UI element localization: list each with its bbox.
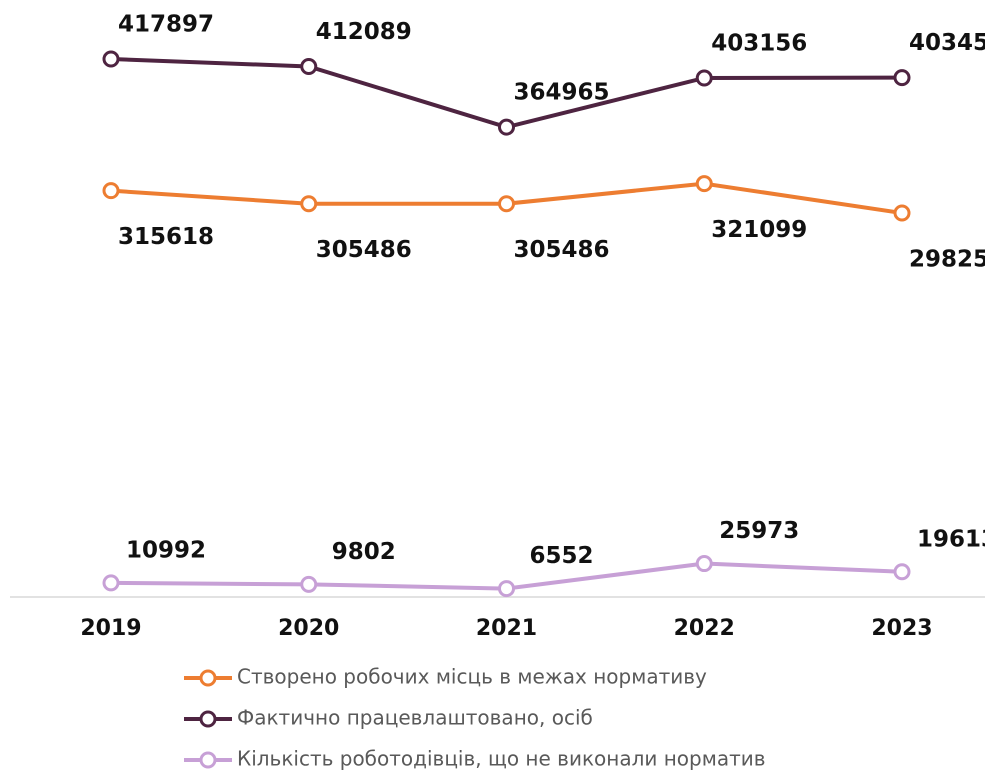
point: [695, 175, 713, 193]
point: [300, 575, 318, 593]
data-label: 412089: [316, 19, 412, 45]
point: [893, 69, 911, 87]
point: [695, 69, 713, 87]
data-label: 10992: [126, 537, 206, 563]
legend-marker: [199, 669, 217, 687]
point: [498, 580, 515, 598]
data-label: 298250: [909, 247, 985, 273]
legend-marker: [199, 710, 217, 728]
data-label: 403453: [909, 30, 985, 56]
point: [893, 563, 911, 581]
point: [102, 182, 120, 200]
x-tick-label: 2020: [278, 616, 339, 641]
point: [300, 57, 318, 75]
point: [102, 50, 120, 68]
data-label: 9802: [332, 539, 396, 565]
point: [300, 195, 318, 213]
x-tick-label: 2023: [871, 616, 932, 641]
series-line: [110, 57, 903, 130]
legend-label: Кількість роботодівців, що не виконали н…: [237, 747, 766, 771]
data-label: 25973: [719, 518, 799, 544]
x-tick-label: 2021: [476, 616, 537, 641]
legend-label: Фактично працевлаштовано, осіб: [237, 706, 593, 730]
data-label: 19613: [917, 526, 985, 552]
data-label: 6552: [529, 543, 593, 569]
data-label: 403156: [711, 30, 807, 56]
point: [102, 574, 120, 592]
legend-marker: [199, 751, 217, 769]
x-tick-label: 2019: [80, 616, 141, 641]
data-label: 315618: [118, 224, 214, 250]
point: [498, 118, 515, 136]
legend-label: Створено робочих місць в межах нормативу: [237, 665, 707, 689]
point: [893, 204, 911, 222]
point: [498, 195, 515, 213]
x-tick-label: 2022: [674, 616, 735, 641]
data-label: 305486: [316, 237, 412, 263]
point: [695, 555, 713, 573]
data-label: 417897: [118, 12, 214, 38]
data-label: 364965: [513, 80, 609, 106]
data-label: 305486: [513, 237, 609, 263]
data-label: 321099: [711, 217, 807, 243]
